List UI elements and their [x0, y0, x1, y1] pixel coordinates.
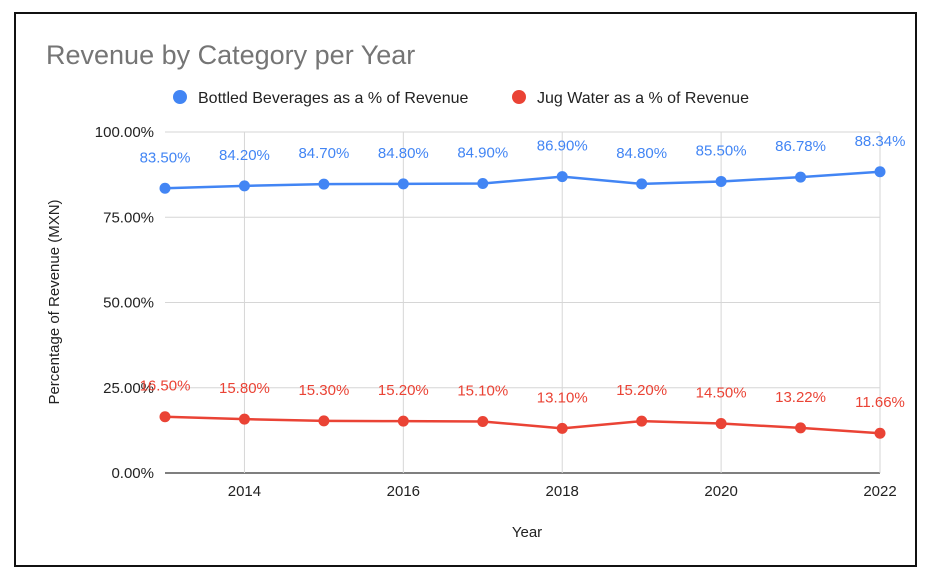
data-label: 83.50%	[140, 149, 191, 166]
y-tick-label: 0.00%	[111, 465, 154, 482]
data-label: 16.50%	[140, 378, 191, 395]
data-labels-layer: 83.50% 84.20% 84.70% 84.80% 84.90% 86.90% 84.8…	[140, 133, 906, 411]
data-label: 84.70%	[298, 145, 349, 162]
data-label: 13.22%	[775, 389, 826, 406]
x-tick-label: 2020	[704, 483, 737, 500]
data-point[interactable]	[874, 166, 886, 178]
y-tick-label: 25.00%	[103, 380, 154, 397]
series-line	[164, 415, 881, 435]
data-point[interactable]	[238, 180, 250, 192]
series-layer	[159, 166, 886, 439]
y-tick-label: 50.00%	[103, 295, 154, 312]
x-tick-label: 2018	[546, 483, 579, 500]
x-tick-label: 2022	[863, 483, 896, 500]
series-1	[159, 166, 886, 194]
data-point[interactable]	[795, 422, 807, 434]
data-point[interactable]	[715, 418, 727, 430]
data-label: 15.20%	[378, 382, 429, 399]
data-point[interactable]	[636, 415, 648, 427]
x-tick-label: 2016	[387, 483, 420, 500]
data-point[interactable]	[795, 171, 807, 183]
data-point[interactable]	[715, 175, 727, 187]
data-point[interactable]	[397, 415, 409, 427]
data-label: 86.78%	[775, 138, 826, 155]
series-line	[164, 170, 881, 190]
data-point[interactable]	[636, 178, 648, 190]
data-label: 15.10%	[457, 383, 508, 400]
legend-item-1[interactable]: Bottled Beverages as a % of Revenue	[173, 90, 468, 107]
data-label: 14.50%	[696, 385, 747, 402]
legend-label: Jug Water as a % of Revenue	[537, 90, 749, 107]
data-label: 84.80%	[616, 145, 667, 162]
gridlines	[165, 131, 881, 474]
data-point[interactable]	[159, 182, 171, 194]
y-axis-ticks: 0.00% 25.00% 50.00% 75.00% 100.00%	[95, 124, 154, 482]
data-point[interactable]	[238, 413, 250, 425]
legend-label: Bottled Beverages as a % of Revenue	[198, 90, 468, 107]
x-tick-label: 2014	[228, 483, 261, 500]
x-axis-title: Year	[512, 524, 542, 541]
x-axis-ticks: 2014 2016 2018 2020 2022	[228, 483, 897, 500]
series-2	[159, 411, 886, 439]
data-label: 13.10%	[537, 389, 588, 406]
chart-title: Revenue by Category per Year	[46, 40, 415, 70]
data-point[interactable]	[318, 178, 330, 190]
data-label: 88.34%	[855, 133, 906, 150]
data-point[interactable]	[556, 171, 568, 183]
data-point[interactable]	[477, 416, 489, 428]
data-point[interactable]	[874, 427, 886, 439]
data-label: 15.30%	[298, 382, 349, 399]
data-label: 86.90%	[537, 138, 588, 155]
data-label: 15.20%	[616, 382, 667, 399]
data-label: 85.50%	[696, 142, 747, 159]
data-label: 84.80%	[378, 145, 429, 162]
data-point[interactable]	[159, 411, 171, 423]
chart-frame	[14, 12, 917, 567]
data-point[interactable]	[477, 177, 489, 189]
data-label: 84.20%	[219, 147, 270, 164]
legend: Bottled Beverages as a % of Revenue Jug W…	[173, 90, 749, 107]
data-label: 11.66%	[855, 394, 905, 411]
legend-marker	[512, 90, 526, 104]
data-label: 84.90%	[457, 144, 508, 161]
y-tick-label: 100.00%	[95, 124, 154, 141]
y-tick-label: 75.00%	[103, 209, 154, 226]
y-axis-title: Percentage of Revenue (MXN)	[46, 199, 63, 404]
data-point[interactable]	[318, 415, 330, 427]
legend-marker	[173, 90, 187, 104]
data-point[interactable]	[556, 422, 568, 434]
data-point[interactable]	[397, 178, 409, 190]
data-label: 15.80%	[219, 380, 270, 397]
legend-item-2[interactable]: Jug Water as a % of Revenue	[512, 90, 749, 107]
